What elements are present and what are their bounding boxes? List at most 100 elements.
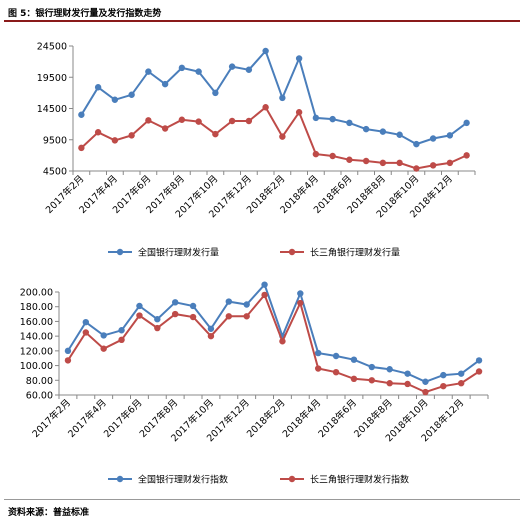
series-line-1 <box>67 282 480 383</box>
data-point <box>118 336 125 344</box>
data-point <box>404 370 411 377</box>
data-point <box>332 368 340 376</box>
data-point <box>379 159 387 167</box>
data-point <box>154 324 161 332</box>
source-note: 资料来源：普益标准 <box>8 508 90 518</box>
data-point <box>228 117 236 125</box>
data-point <box>379 128 387 135</box>
data-point <box>422 378 429 385</box>
data-point <box>314 349 322 357</box>
y-tick-label: 100.00 <box>20 361 53 372</box>
data-point <box>350 375 358 383</box>
y-tick-label: 160.00 <box>20 317 53 328</box>
data-point <box>212 89 219 97</box>
series-line-1 <box>80 49 468 146</box>
data-point <box>225 298 233 305</box>
series-line-2 <box>80 105 468 170</box>
legend-label: 全国银行理财发行量 <box>138 247 219 259</box>
data-point <box>362 125 370 133</box>
data-point <box>295 109 303 116</box>
data-point <box>440 382 447 390</box>
legend-marker <box>288 475 296 483</box>
data-point <box>171 299 179 306</box>
series-line-2 <box>67 292 480 394</box>
data-point <box>475 357 483 364</box>
data-point <box>329 152 336 160</box>
issuance-volume-chart: 450095001450019500245002017年2月2017年4月201… <box>37 42 476 259</box>
legend-label: 全国银行理财发行指数 <box>138 474 228 486</box>
y-tick-label: 19500 <box>37 73 67 84</box>
data-point <box>413 165 420 172</box>
data-point <box>404 380 411 388</box>
data-point <box>440 371 447 379</box>
data-point <box>78 111 85 118</box>
y-tick-label: 140.00 <box>20 332 53 343</box>
legend-label: 长三角银行理财发行指数 <box>310 474 409 486</box>
data-point <box>279 338 286 345</box>
data-point <box>297 299 304 307</box>
data-point <box>245 117 253 125</box>
data-point <box>136 302 143 310</box>
data-point <box>111 96 119 103</box>
data-point <box>368 377 376 384</box>
data-point <box>413 140 420 148</box>
data-point <box>446 159 454 167</box>
issuance-index-chart: 60.00 80.00 100.00 120.00 140.00 160.00 180.00… <box>20 281 489 486</box>
footer-rule <box>4 499 520 500</box>
data-point <box>396 159 403 167</box>
data-point <box>178 64 186 72</box>
data-point <box>82 329 90 336</box>
data-point <box>362 157 370 165</box>
data-point <box>463 119 470 127</box>
data-point <box>64 347 72 355</box>
y-tick-label: 14500 <box>37 104 67 115</box>
data-point <box>145 68 152 75</box>
title-rule <box>4 20 520 22</box>
y-tick-label: 60.00 <box>26 391 53 402</box>
data-point <box>429 162 437 169</box>
data-point <box>297 290 304 297</box>
data-point <box>446 132 454 139</box>
data-point <box>118 327 125 334</box>
data-point <box>245 66 253 73</box>
data-point <box>332 352 340 360</box>
data-point <box>422 388 429 396</box>
data-point <box>261 291 268 299</box>
data-point <box>429 135 437 142</box>
data-point <box>189 302 197 310</box>
data-point <box>314 365 322 372</box>
data-point <box>295 55 303 62</box>
data-point <box>262 104 269 111</box>
y-tick-label: 4500 <box>43 167 67 178</box>
data-point <box>178 116 186 123</box>
data-point <box>145 117 152 124</box>
data-point <box>111 137 119 144</box>
data-point <box>161 80 169 88</box>
data-point <box>207 325 215 332</box>
data-point <box>100 345 107 352</box>
legend-marker <box>116 475 124 483</box>
data-point <box>64 357 72 364</box>
data-point <box>195 118 202 125</box>
data-point <box>136 312 143 319</box>
data-point <box>386 380 393 387</box>
data-point <box>261 281 268 288</box>
data-point <box>475 368 483 375</box>
data-point <box>171 310 179 318</box>
legend-marker <box>288 248 296 256</box>
data-point <box>128 132 135 139</box>
data-point <box>329 115 336 123</box>
data-point <box>262 47 269 55</box>
data-point <box>78 144 85 152</box>
data-point <box>195 68 202 75</box>
data-point <box>457 370 465 377</box>
data-point <box>346 119 353 127</box>
y-tick-label: 9500 <box>43 135 67 146</box>
data-point <box>312 150 320 158</box>
y-tick-label: 80.00 <box>26 376 53 387</box>
data-point <box>128 91 135 98</box>
data-point <box>350 356 358 363</box>
legend-label: 长三角银行理财发行量 <box>310 247 400 259</box>
data-point <box>279 133 286 140</box>
data-point <box>346 156 353 163</box>
